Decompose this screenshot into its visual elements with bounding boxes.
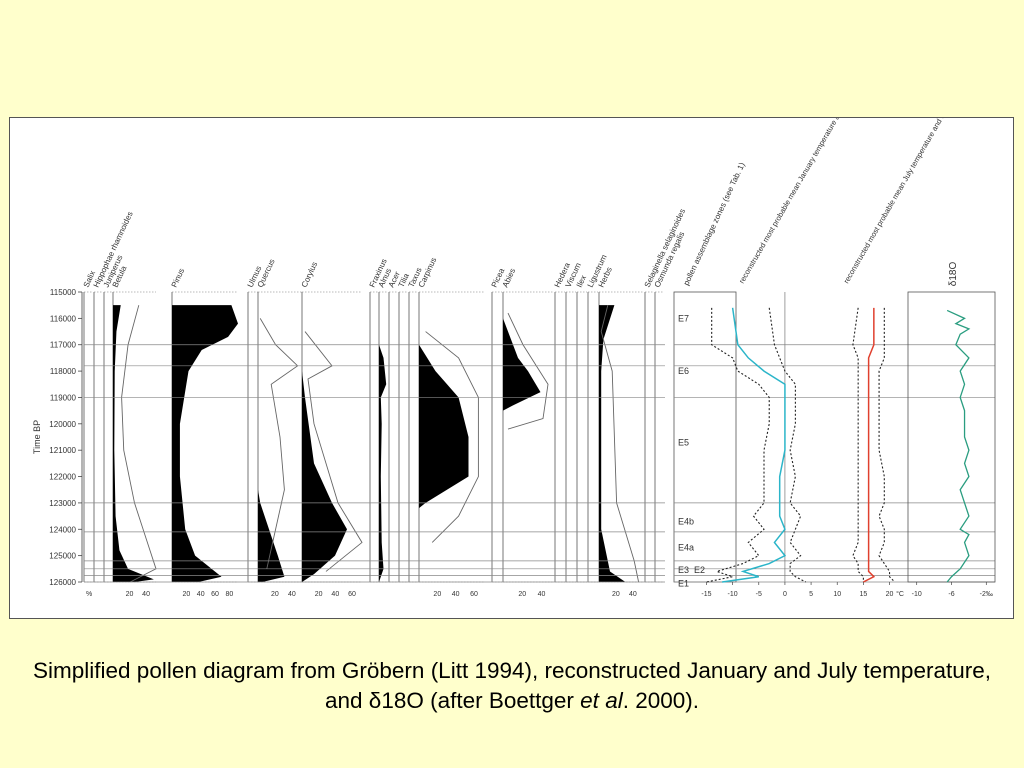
y-axis-label: Time BP [32, 420, 42, 454]
y-tick-label-9: 124000 [49, 525, 76, 534]
zone-label-E5: E5 [678, 437, 689, 447]
taxon-label-7: Corylus [300, 260, 320, 288]
temp-tick-label-4: 5 [809, 591, 813, 598]
y-tick-label-10: 125000 [49, 552, 76, 561]
y-tick-label-1: 116000 [50, 314, 77, 323]
y-tick-label-7: 122000 [49, 473, 76, 482]
x-tick-15-1: 40 [538, 591, 546, 598]
y-tick-label-8: 123000 [49, 499, 76, 508]
x-tick-6-0: 20 [271, 591, 279, 598]
zone-label-E1: E1 [678, 578, 689, 588]
july-header: reconstructed most probable mean July te… [842, 118, 983, 285]
temp-tick-label-2: -5 [756, 591, 762, 598]
pollen-fill-7 [302, 371, 347, 582]
temp-tick-label-0: -15 [701, 591, 711, 598]
caption-et-al: et al [580, 688, 623, 713]
july-mean-line [863, 307, 876, 583]
zone-label-E6: E6 [678, 366, 689, 376]
pollen-outline-15 [507, 312, 549, 430]
y-tick-label-11: 126000 [49, 578, 76, 587]
pollen-outline-6 [259, 318, 299, 569]
zone-header: pollen assemblage zones (see Tab. 1) [682, 161, 747, 287]
y-tick-label-6: 121000 [49, 446, 76, 455]
y-tick-label-4: 119000 [50, 393, 77, 402]
pollen-fill-15 [503, 318, 541, 411]
temp-tick-label-1: -10 [728, 591, 738, 598]
pollen-diagram: 115000 116000 117000 118000 119000 120000 1210… [32, 118, 996, 598]
july-lower-line [852, 307, 864, 582]
temp-unit-label: °C [896, 590, 904, 598]
pollen-fill-9 [379, 344, 387, 582]
d18o-panel [907, 291, 996, 583]
caption-text-1: Simplified pollen diagram from Gröbern (… [33, 658, 991, 713]
d18o-tick-label-2: -2‰ [980, 591, 993, 598]
january-mean-line [722, 307, 787, 583]
zone-label-E3: E3 [678, 565, 689, 575]
pollen-fill-6 [258, 489, 285, 582]
percent-unit-label: % [86, 591, 92, 598]
d18o-header: δ18O [948, 262, 959, 287]
pollen-outline-3 [121, 305, 157, 583]
d18o-tick-label-1: -6 [948, 591, 954, 598]
pollen-fill-13 [419, 344, 469, 509]
x-tick-20-0: 20 [612, 591, 620, 598]
y-tick-label-2: 117000 [50, 341, 77, 350]
pollen-fill-20 [599, 305, 626, 582]
x-tick-4-0: 20 [182, 591, 190, 598]
x-tick-4-2: 60 [211, 591, 219, 598]
caption-delta: δ [368, 688, 382, 713]
x-tick-6-1: 40 [288, 591, 296, 598]
taxon-label-4: Pinus [170, 267, 187, 289]
caption-year: . 2000). [622, 688, 700, 713]
figure-panel: 115000 116000 117000 118000 119000 120000 1210… [9, 117, 1014, 619]
temp-tick-label-7: 20 [886, 591, 894, 598]
x-tick-4-3: 80 [225, 591, 233, 598]
zone-label-E7: E7 [678, 313, 689, 323]
pollen-fill-4 [172, 305, 238, 582]
figure-caption: Simplified pollen diagram from Gröbern (… [20, 656, 1004, 716]
pollen-outline-13 [425, 331, 479, 543]
y-tick-label-0: 115000 [50, 288, 77, 297]
temp-tick-label-5: 10 [833, 591, 841, 598]
x-tick-3-1: 40 [142, 591, 150, 598]
caption-text-2: 18O (after Boettger [381, 688, 581, 713]
zone-label-E4b: E4b [678, 516, 694, 526]
x-tick-7-2: 60 [348, 591, 356, 598]
january-upper-line [768, 307, 807, 583]
temp-tick-label-6: 15 [859, 591, 867, 598]
x-tick-4-1: 40 [197, 591, 205, 598]
d18o-tick-label-0: -10 [912, 591, 922, 598]
x-tick-3-0: 20 [126, 591, 134, 598]
temp-tick-label-3: 0 [783, 591, 787, 598]
x-tick-7-0: 20 [315, 591, 323, 598]
pollen-fill-3 [113, 305, 154, 582]
july-upper-line [878, 307, 896, 583]
x-tick-7-1: 40 [331, 591, 339, 598]
zone-label-E4a: E4a [678, 543, 694, 553]
y-tick-label-3: 118000 [50, 367, 77, 376]
pollen-outline-20 [600, 305, 640, 583]
x-tick-13-1: 40 [452, 591, 460, 598]
y-tick-label-5: 120000 [49, 420, 76, 429]
d18o-line [946, 309, 971, 583]
x-tick-13-0: 20 [433, 591, 441, 598]
zone-label-E2: E2 [694, 565, 705, 575]
x-tick-20-1: 40 [629, 591, 637, 598]
january-lower-line [706, 307, 770, 583]
x-tick-15-0: 20 [518, 591, 526, 598]
x-tick-13-2: 60 [470, 591, 478, 598]
